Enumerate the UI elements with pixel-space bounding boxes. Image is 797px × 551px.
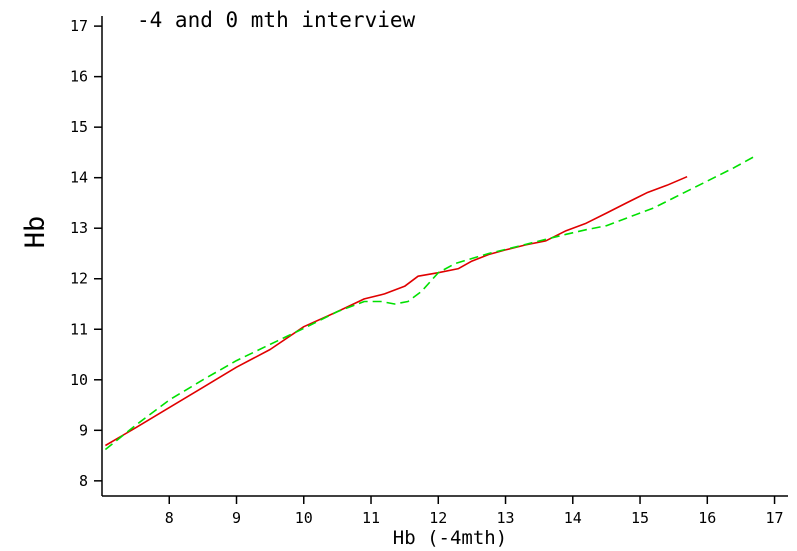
y-tick-label: 16 <box>70 68 88 86</box>
y-tick-label: 15 <box>70 118 88 136</box>
y-tick-label: 12 <box>70 270 88 288</box>
series-group <box>104 155 755 451</box>
chart-title: -4 and 0 mth interview <box>137 8 416 32</box>
x-tick-label: 9 <box>232 509 241 527</box>
y-tick-label: 14 <box>70 169 88 187</box>
y-tick-label: 17 <box>70 17 88 35</box>
x-tick-label: 11 <box>362 509 380 527</box>
x-tick-label: 8 <box>165 509 174 527</box>
y-tick-label: 8 <box>79 472 88 490</box>
y-tick-label: 11 <box>70 320 88 338</box>
y-tick-label: 10 <box>70 371 88 389</box>
axes: 8 9 10 11 12 13 14 15 16 17 8 9 10 11 12 13 14 15 16 17 <box>70 16 788 527</box>
x-tick-label: 14 <box>564 509 582 527</box>
y-tick-label: 13 <box>70 219 88 237</box>
y-axis-title: Hb <box>20 216 51 249</box>
x-tick-label: 16 <box>698 509 716 527</box>
x-tick-label: 12 <box>429 509 447 527</box>
x-axis-title: Hb (-4mth) <box>393 527 507 549</box>
series-line-1 <box>104 175 688 447</box>
x-tick-label: 10 <box>295 509 313 527</box>
x-tick-label: 17 <box>766 509 784 527</box>
series-line-2 <box>104 155 755 451</box>
x-tick-label: 15 <box>631 509 649 527</box>
x-tick-label: 13 <box>496 509 514 527</box>
y-tick-label: 9 <box>79 421 88 439</box>
